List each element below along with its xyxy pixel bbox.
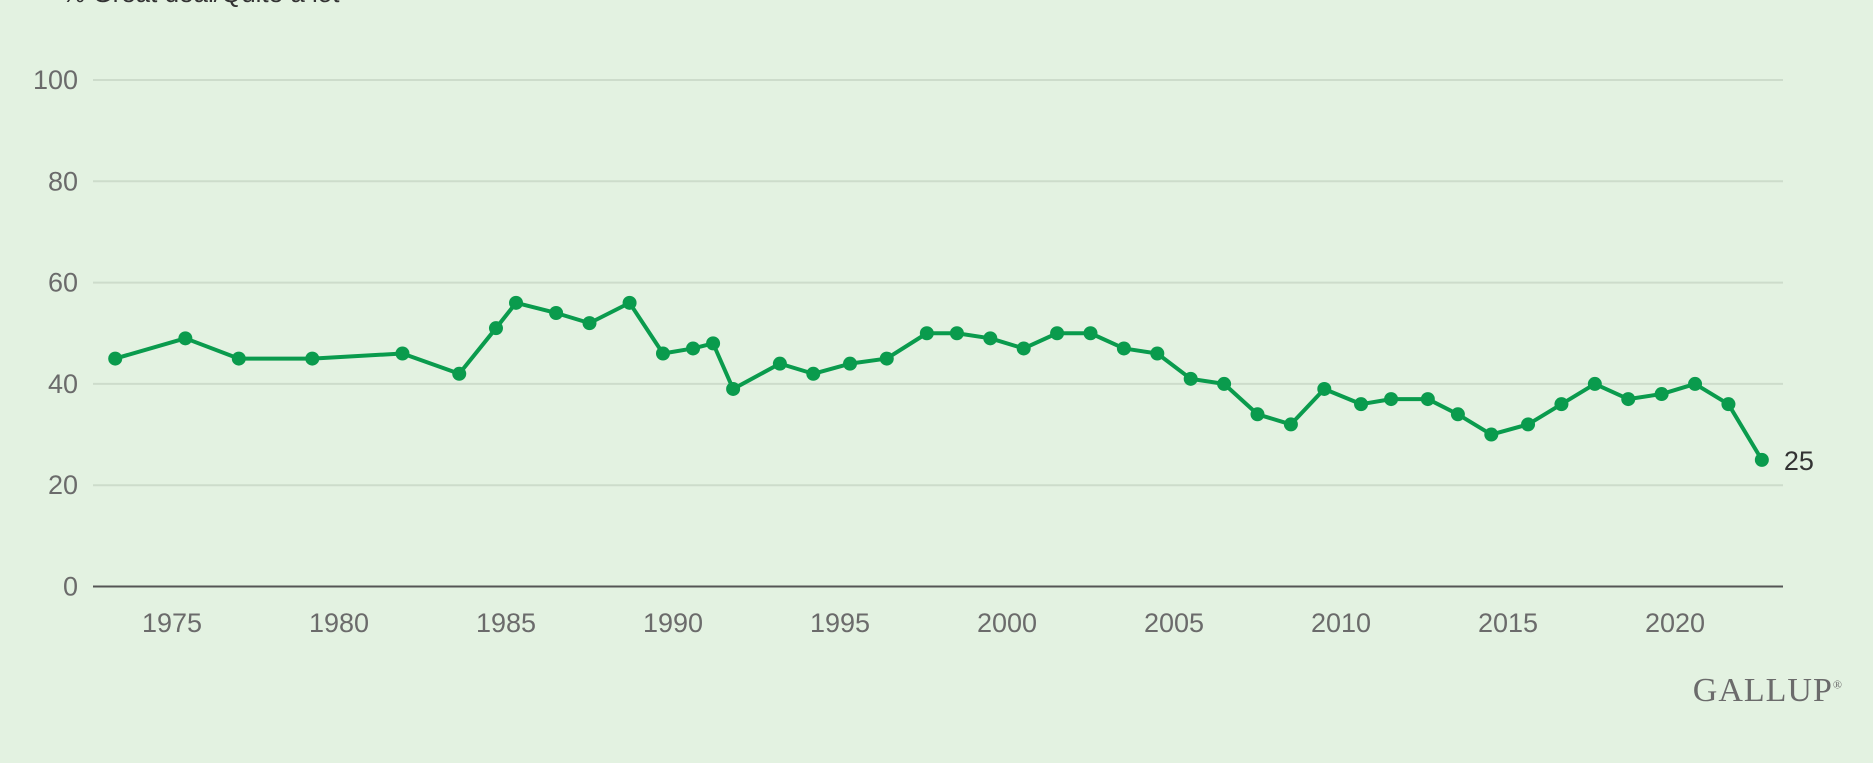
data-point	[686, 341, 701, 356]
data-point	[983, 331, 998, 346]
x-tick-label: 2020	[1645, 608, 1705, 638]
y-tick-label: 60	[48, 268, 78, 298]
data-point	[1016, 341, 1031, 356]
end-value-label: 25	[1784, 446, 1814, 476]
x-tick-label: 2015	[1478, 608, 1538, 638]
data-point	[726, 381, 741, 396]
data-point	[622, 295, 637, 310]
data-point	[1217, 376, 1232, 391]
data-point	[655, 346, 670, 361]
y-tick-label: 100	[33, 65, 78, 95]
x-tick-label: 2005	[1144, 608, 1204, 638]
x-tick-label: 1995	[810, 608, 870, 638]
data-point	[1083, 326, 1098, 341]
y-tick-label: 20	[48, 470, 78, 500]
data-point	[178, 331, 193, 346]
data-point	[879, 351, 894, 366]
data-point	[1150, 346, 1165, 361]
data-point	[1521, 417, 1536, 432]
data-point	[1654, 387, 1669, 402]
data-point	[582, 316, 597, 331]
data-point	[1484, 427, 1499, 442]
data-point	[1688, 376, 1703, 391]
x-tick-label: 2000	[977, 608, 1037, 638]
data-point	[108, 351, 123, 366]
data-point	[772, 356, 787, 371]
series-line	[114, 300, 1764, 461]
data-point	[1283, 417, 1298, 432]
brand-mark: ®	[1832, 677, 1843, 692]
data-point	[231, 351, 246, 366]
data-point	[706, 336, 721, 351]
data-point	[1420, 392, 1435, 407]
data-point	[1050, 326, 1065, 341]
data-point	[806, 366, 821, 381]
data-point	[452, 366, 467, 381]
brand-text: GALLUP	[1692, 672, 1833, 709]
data-point	[843, 356, 858, 371]
y-tick-label: 40	[48, 369, 78, 399]
y-tick-label: 80	[48, 166, 78, 196]
data-point	[949, 326, 964, 341]
data-point	[1450, 407, 1465, 422]
data-point	[1554, 397, 1569, 412]
data-point	[919, 326, 934, 341]
x-tick-label: 1990	[643, 608, 703, 638]
x-tick-label: 1975	[142, 608, 202, 638]
data-point	[549, 305, 564, 320]
data-point	[305, 351, 320, 366]
data-point	[1250, 407, 1265, 422]
x-tick-label: 2010	[1311, 608, 1371, 638]
data-point	[1384, 392, 1399, 407]
data-point	[395, 346, 410, 361]
data-point	[1754, 452, 1769, 467]
chart-subtitle: % Great deal/Quite a lot	[62, 0, 339, 9]
y-tick-label: 0	[63, 572, 78, 602]
data-point	[1354, 397, 1369, 412]
data-point	[1116, 341, 1131, 356]
data-point	[509, 295, 524, 310]
data-point	[1587, 376, 1602, 391]
data-point	[488, 321, 503, 336]
data-point	[1183, 371, 1198, 386]
gallup-logo: GALLUP®	[1693, 672, 1843, 710]
x-tick-label: 1980	[309, 608, 369, 638]
data-point	[1721, 397, 1736, 412]
data-point	[1621, 392, 1636, 407]
x-tick-label: 1985	[476, 608, 536, 638]
data-point	[1317, 381, 1332, 396]
